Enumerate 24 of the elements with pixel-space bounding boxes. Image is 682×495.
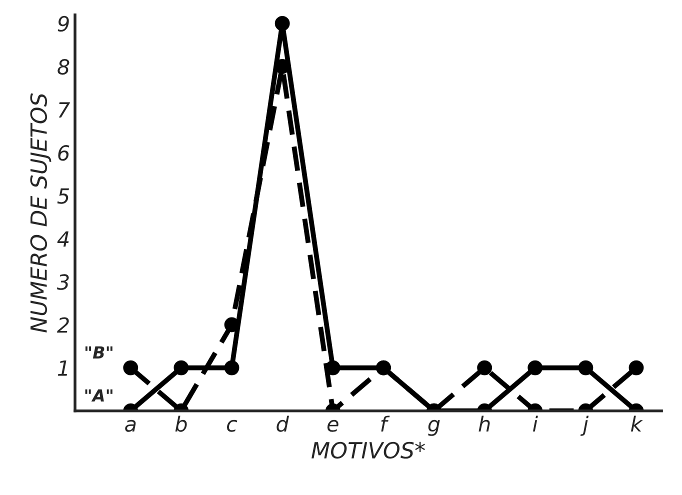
x-tick-label: d bbox=[276, 416, 290, 432]
x-tick-label: c bbox=[226, 420, 238, 432]
y-tick-label: 5 bbox=[57, 188, 70, 204]
y-tick-label: 1 bbox=[58, 360, 68, 376]
y-tick-label: 7 bbox=[58, 102, 70, 118]
y-tick-label: 6 bbox=[58, 145, 70, 161]
x-tick-label: f bbox=[381, 416, 390, 432]
x-axis-title: MOTIVOS* bbox=[312, 442, 425, 459]
y-tick-label: 8 bbox=[58, 58, 70, 75]
series-label: "B" bbox=[85, 346, 112, 359]
x-tick-label: e bbox=[327, 420, 338, 432]
x-tick-label: b bbox=[175, 416, 187, 432]
y-tick-label: 2 bbox=[56, 317, 69, 333]
y-tick-label: 3 bbox=[56, 274, 69, 290]
y-tick-label: 9 bbox=[58, 16, 69, 32]
x-tick-label: i bbox=[532, 416, 538, 432]
series-label: "A" bbox=[85, 389, 112, 402]
x-tick-label: k bbox=[630, 416, 643, 432]
x-tick-label: h bbox=[478, 416, 490, 432]
x-tick-label: g bbox=[428, 420, 440, 436]
y-axis-title: NUMERO DE SUJETOS bbox=[30, 93, 52, 332]
x-tick-label: a bbox=[125, 420, 136, 432]
y-tick-label: 4 bbox=[57, 231, 69, 247]
x-tick-label: j bbox=[580, 416, 589, 436]
